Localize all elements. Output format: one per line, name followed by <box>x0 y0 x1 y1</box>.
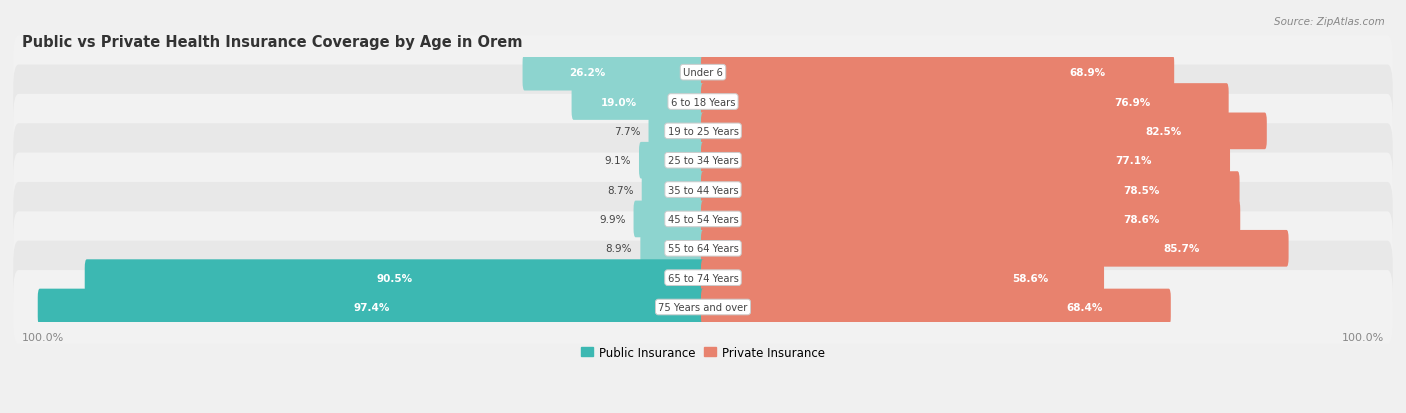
FancyBboxPatch shape <box>640 230 704 267</box>
Text: 9.1%: 9.1% <box>605 156 631 166</box>
Text: 78.5%: 78.5% <box>1123 185 1160 195</box>
FancyBboxPatch shape <box>702 230 1288 267</box>
FancyBboxPatch shape <box>702 84 1229 121</box>
Text: 25 to 34 Years: 25 to 34 Years <box>668 156 738 166</box>
FancyBboxPatch shape <box>13 153 1393 227</box>
Text: 19.0%: 19.0% <box>600 97 637 107</box>
FancyBboxPatch shape <box>84 260 704 296</box>
Text: 7.7%: 7.7% <box>614 126 640 137</box>
Text: 97.4%: 97.4% <box>353 302 389 312</box>
Text: Under 6: Under 6 <box>683 68 723 78</box>
Text: 90.5%: 90.5% <box>377 273 413 283</box>
Text: 45 to 54 Years: 45 to 54 Years <box>668 214 738 224</box>
FancyBboxPatch shape <box>13 36 1393 110</box>
Text: 76.9%: 76.9% <box>1114 97 1150 107</box>
Legend: Public Insurance, Private Insurance: Public Insurance, Private Insurance <box>576 341 830 363</box>
Text: 100.0%: 100.0% <box>1341 332 1384 342</box>
FancyBboxPatch shape <box>13 212 1393 286</box>
Text: 55 to 64 Years: 55 to 64 Years <box>668 244 738 254</box>
Text: 77.1%: 77.1% <box>1115 156 1152 166</box>
Text: 68.9%: 68.9% <box>1070 68 1105 78</box>
FancyBboxPatch shape <box>648 113 704 150</box>
Text: 8.7%: 8.7% <box>607 185 634 195</box>
FancyBboxPatch shape <box>38 289 704 325</box>
FancyBboxPatch shape <box>13 124 1393 198</box>
Text: 85.7%: 85.7% <box>1163 244 1199 254</box>
Text: Source: ZipAtlas.com: Source: ZipAtlas.com <box>1274 17 1385 26</box>
Text: 9.9%: 9.9% <box>599 214 626 224</box>
FancyBboxPatch shape <box>638 142 704 179</box>
FancyBboxPatch shape <box>13 241 1393 315</box>
FancyBboxPatch shape <box>13 95 1393 169</box>
FancyBboxPatch shape <box>13 271 1393 344</box>
Text: 19 to 25 Years: 19 to 25 Years <box>668 126 738 137</box>
FancyBboxPatch shape <box>13 65 1393 139</box>
Text: 35 to 44 Years: 35 to 44 Years <box>668 185 738 195</box>
Text: 82.5%: 82.5% <box>1146 126 1182 137</box>
FancyBboxPatch shape <box>523 55 704 91</box>
FancyBboxPatch shape <box>702 201 1240 238</box>
Text: 68.4%: 68.4% <box>1067 302 1104 312</box>
FancyBboxPatch shape <box>702 55 1174 91</box>
FancyBboxPatch shape <box>702 142 1230 179</box>
Text: 58.6%: 58.6% <box>1012 273 1049 283</box>
FancyBboxPatch shape <box>702 289 1171 325</box>
FancyBboxPatch shape <box>13 183 1393 256</box>
Text: 75 Years and over: 75 Years and over <box>658 302 748 312</box>
FancyBboxPatch shape <box>572 84 704 121</box>
FancyBboxPatch shape <box>641 172 704 209</box>
Text: 26.2%: 26.2% <box>569 68 605 78</box>
Text: 78.6%: 78.6% <box>1123 214 1160 224</box>
Text: 8.9%: 8.9% <box>606 244 633 254</box>
FancyBboxPatch shape <box>702 260 1104 296</box>
Text: 65 to 74 Years: 65 to 74 Years <box>668 273 738 283</box>
FancyBboxPatch shape <box>634 201 704 238</box>
FancyBboxPatch shape <box>702 113 1267 150</box>
Text: 6 to 18 Years: 6 to 18 Years <box>671 97 735 107</box>
Text: Public vs Private Health Insurance Coverage by Age in Orem: Public vs Private Health Insurance Cover… <box>22 35 523 50</box>
FancyBboxPatch shape <box>702 172 1240 209</box>
Text: 100.0%: 100.0% <box>22 332 65 342</box>
